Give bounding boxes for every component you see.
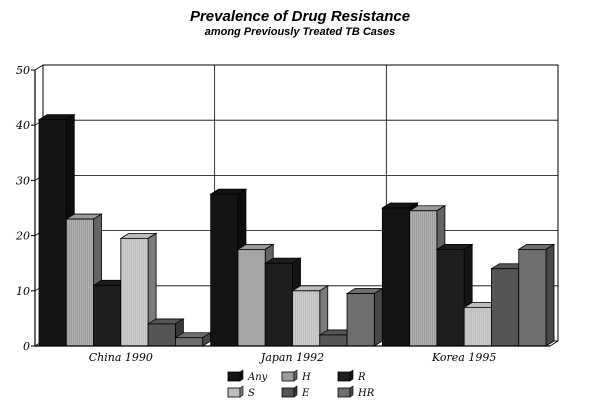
legend-item-h: H (281, 369, 311, 383)
category-label: Japan 1992 (259, 351, 324, 364)
legend-swatch (227, 387, 241, 398)
legend-item-r: R (337, 369, 366, 383)
legend-label: S (248, 388, 255, 399)
legend-swatch (337, 371, 351, 382)
legend-item-s: S (227, 385, 255, 399)
legend-swatch (281, 387, 295, 398)
bar-h-2 (408, 205, 447, 347)
category-label: China 1990 (89, 351, 153, 364)
legend-label: R (357, 372, 366, 383)
legend-swatch (281, 371, 295, 382)
legend-swatch (337, 387, 351, 398)
y-tick-label: 10 (16, 285, 30, 298)
legend-swatch (227, 371, 241, 382)
legend-label: HR (357, 388, 375, 399)
legend-label: E (301, 388, 310, 399)
y-tick-label: 50 (16, 64, 30, 77)
bar-hr-1 (345, 287, 384, 347)
legend-item-e: E (281, 385, 310, 399)
bars (37, 113, 556, 347)
y-tick-label: 0 (23, 340, 30, 353)
legend-item-any: Any (227, 369, 268, 383)
y-tick-label: 20 (15, 230, 30, 243)
legend: Any H RS E HR (227, 369, 375, 399)
chart-title: Prevalence of Drug Resistance (189, 8, 411, 25)
bar-s-1 (291, 285, 330, 347)
legend-label: H (301, 372, 311, 383)
legend-label: Any (247, 372, 268, 383)
bar-hr-2 (517, 243, 556, 347)
category-label: Korea 1995 (431, 351, 496, 364)
bar-hr-0 (173, 331, 213, 347)
y-tick-label: 30 (16, 174, 30, 187)
y-tick-label: 40 (15, 119, 30, 132)
chart-subtitle: among Previously Treated TB Cases (204, 26, 396, 38)
axes: 0 10 20 30 40 50 China 1990 Japan 1992 Korea 199… (15, 64, 559, 364)
legend-item-hr: HR (337, 385, 375, 399)
